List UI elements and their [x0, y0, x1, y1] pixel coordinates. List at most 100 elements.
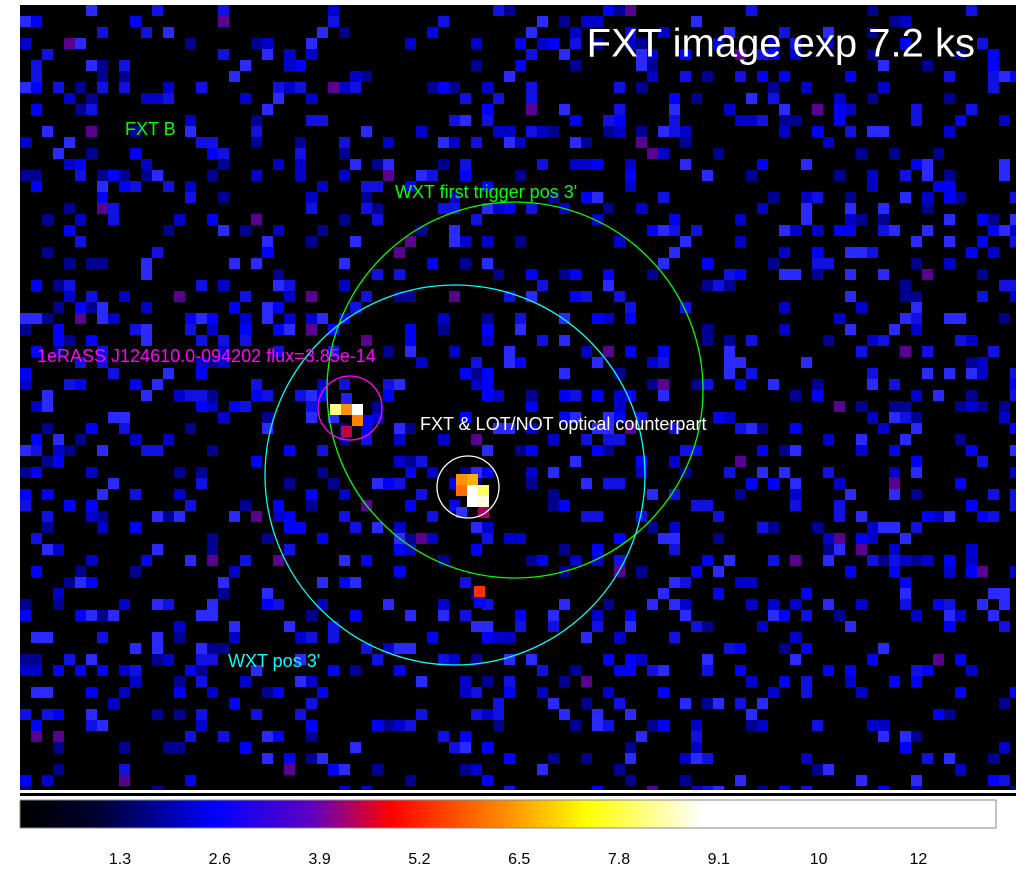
pixel	[724, 555, 735, 566]
pixel	[64, 445, 75, 456]
pixel	[647, 71, 658, 82]
pixel	[130, 181, 141, 192]
pixel	[570, 665, 581, 676]
pixel	[944, 258, 955, 269]
pixel	[196, 335, 207, 346]
pixel	[163, 434, 174, 445]
pixel	[900, 742, 911, 753]
pixel	[647, 225, 658, 236]
pixel	[482, 445, 493, 456]
pixel	[273, 687, 284, 698]
pixel	[878, 203, 889, 214]
pixel	[867, 533, 878, 544]
pixel	[746, 368, 757, 379]
pixel	[185, 423, 196, 434]
pixel	[955, 192, 966, 203]
pixel	[669, 456, 680, 467]
pixel	[86, 577, 97, 588]
pixel	[207, 643, 218, 654]
pixel	[526, 104, 537, 115]
pixel	[548, 753, 559, 764]
pixel	[482, 533, 493, 544]
pixel	[108, 368, 119, 379]
pixel	[64, 379, 75, 390]
pixel	[229, 621, 240, 632]
pixel	[196, 280, 207, 291]
pixel	[801, 676, 812, 687]
pixel	[471, 764, 482, 775]
pixel	[284, 753, 295, 764]
pixel	[75, 610, 86, 621]
pixel	[647, 357, 658, 368]
pixel	[922, 269, 933, 280]
pixel	[97, 27, 108, 38]
pixel	[394, 434, 405, 445]
pixel	[581, 159, 592, 170]
pixel	[713, 280, 724, 291]
pixel	[790, 423, 801, 434]
pixel	[845, 324, 856, 335]
pixel	[988, 489, 999, 500]
pixel	[20, 445, 31, 456]
pixel	[460, 731, 471, 742]
pixel	[581, 753, 592, 764]
pixel	[240, 60, 251, 71]
pixel	[537, 335, 548, 346]
pixel	[625, 709, 636, 720]
pixel	[273, 302, 284, 313]
pixel	[636, 566, 647, 577]
pixel	[130, 676, 141, 687]
pixel	[526, 49, 537, 60]
pixel	[889, 467, 900, 478]
pixel	[97, 71, 108, 82]
pixel	[669, 93, 680, 104]
pixel	[328, 764, 339, 775]
pixel	[878, 720, 889, 731]
pixel	[273, 599, 284, 610]
pixel	[713, 533, 724, 544]
pixel	[504, 676, 515, 687]
pixel	[196, 643, 207, 654]
pixel	[735, 665, 746, 676]
pixel	[416, 676, 427, 687]
pixel	[240, 742, 251, 753]
pixel	[482, 236, 493, 247]
pixel	[31, 313, 42, 324]
pixel	[482, 676, 493, 687]
pixel	[130, 489, 141, 500]
pixel	[812, 247, 823, 258]
pixel	[482, 621, 493, 632]
pixel	[31, 16, 42, 27]
pixel	[735, 643, 746, 654]
pixel	[207, 599, 218, 610]
pixel	[658, 720, 669, 731]
pixel	[306, 236, 317, 247]
pixel	[702, 500, 713, 511]
pixel	[262, 533, 273, 544]
pixel	[570, 38, 581, 49]
pixel	[372, 159, 383, 170]
pixel	[988, 588, 999, 599]
pixel	[207, 214, 218, 225]
pixel	[922, 159, 933, 170]
pixel	[86, 709, 97, 720]
pixel	[790, 489, 801, 500]
pixel	[75, 665, 86, 676]
pixel	[427, 258, 438, 269]
pixel	[482, 632, 493, 643]
pixel	[801, 214, 812, 225]
pixel	[86, 291, 97, 302]
pixel	[867, 126, 878, 137]
pixel	[625, 170, 636, 181]
pixel	[878, 423, 889, 434]
pixel	[31, 687, 42, 698]
pixel	[515, 170, 526, 181]
pixel	[669, 533, 680, 544]
pixel	[317, 687, 328, 698]
pixel	[350, 236, 361, 247]
pixel	[724, 368, 735, 379]
pixel	[724, 357, 735, 368]
pixel	[339, 27, 350, 38]
pixel	[724, 467, 735, 478]
pixel	[548, 698, 559, 709]
